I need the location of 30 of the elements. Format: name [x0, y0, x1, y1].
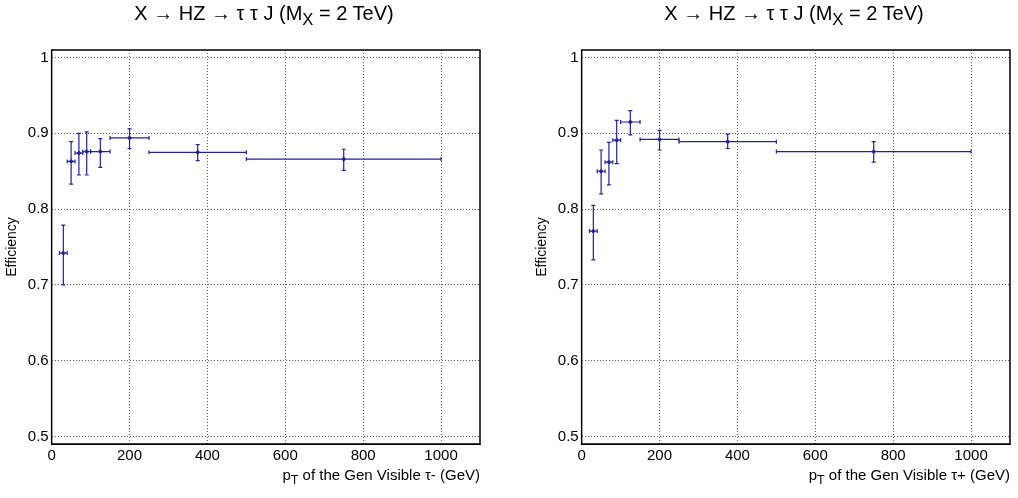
x-tick-label: 0: [577, 446, 586, 464]
x-tick-label: 1000: [954, 446, 988, 464]
y-tick-label: 1: [570, 47, 579, 65]
x-tick-label: 200: [117, 446, 143, 464]
y-tick-label: 0.5: [27, 426, 49, 444]
x-axis-title: p$_{T}$ of the Gen Visible τ- (GeV): [282, 466, 480, 487]
x-tick-label: 400: [194, 446, 220, 464]
chart-title: X → HZ → τ τ J (M$_{X}$ = 2 TeV): [663, 2, 925, 30]
y-tick-label: 0.8: [557, 199, 579, 217]
x-axis-title: p$_{T}$ of the Gen Visible τ+ (GeV): [808, 466, 1010, 487]
y-axis-title: Efficiency: [3, 217, 20, 277]
x-tick-label: 600: [802, 446, 828, 464]
x-tick-label: 1000: [424, 446, 458, 464]
y-tick-label: 0.7: [27, 275, 49, 293]
x-tick-label: 200: [647, 446, 673, 464]
x-tick-label: 0: [47, 446, 56, 464]
x-tick-label: 600: [272, 446, 298, 464]
y-tick-label: 0.8: [27, 199, 49, 217]
x-tick-label: 800: [350, 446, 376, 464]
y-tick-label: 1: [40, 47, 49, 65]
x-tick-label: 400: [724, 446, 750, 464]
chart-title: X → HZ → τ τ J (M$_{X}$ = 2 TeV): [133, 2, 395, 30]
y-tick-label: 0.9: [557, 123, 579, 141]
x-tick-label: 800: [880, 446, 906, 464]
y-tick-label: 0.7: [557, 275, 579, 293]
y-tick-label: 0.6: [557, 350, 579, 368]
y-tick-label: 0.5: [557, 426, 579, 444]
y-axis-title: Efficiency: [533, 217, 550, 277]
y-tick-label: 0.6: [27, 350, 49, 368]
y-tick-label: 0.9: [27, 123, 49, 141]
